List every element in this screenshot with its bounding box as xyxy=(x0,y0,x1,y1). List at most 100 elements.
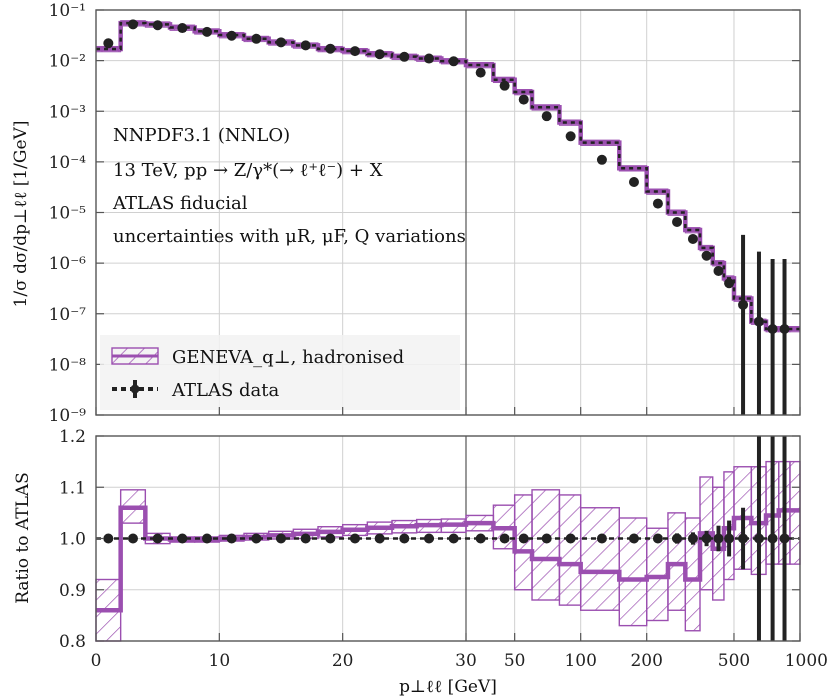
main-atlas-point xyxy=(177,23,188,34)
ratio-atlas-point xyxy=(687,533,698,544)
ratio-atlas-point xyxy=(779,533,790,544)
ratio-band-bin xyxy=(789,460,801,565)
ratio-atlas-point xyxy=(518,533,529,544)
ratio-atlas-points xyxy=(96,436,800,641)
main-atlas-point xyxy=(779,323,790,334)
main-ytick-label: 10⁻⁶ xyxy=(49,254,87,274)
annotation-pdf: NNPDF3.1 (NNLO) xyxy=(113,125,290,146)
main-atlas-point xyxy=(251,33,262,44)
xtick-label: 100 xyxy=(564,651,596,671)
main-atlas-point xyxy=(448,56,459,67)
main-ytick-label: 10⁻⁸ xyxy=(49,355,87,375)
main-ytick-label: 10⁻⁹ xyxy=(49,406,87,426)
main-atlas-point xyxy=(713,265,724,276)
ratio-atlas-point xyxy=(767,533,778,544)
ratio-atlas-point xyxy=(628,533,639,544)
xtick-label: 10 xyxy=(209,651,231,671)
annotation-fiducial: ATLAS fiducial xyxy=(112,193,248,214)
ratio-y-axis-label: Ratio to ATLAS xyxy=(13,472,33,604)
ratio-atlas-point xyxy=(300,533,311,544)
xtick-label: 0 xyxy=(91,651,102,671)
ratio-atlas-point xyxy=(738,533,749,544)
main-atlas-point xyxy=(103,38,114,49)
main-atlas-point xyxy=(152,20,163,31)
main-atlas-point xyxy=(701,250,712,261)
main-atlas-point xyxy=(565,131,576,142)
ratio-panel: 1.2 1.1 1.0 0.9 0.8 0 10 20 30 50 100 200 500 1000 R… xyxy=(13,407,828,697)
main-ytick-label: 10⁻⁴ xyxy=(49,153,87,173)
ratio-atlas-point xyxy=(701,533,712,544)
ratio-band-bin xyxy=(531,489,561,601)
main-y-axis: 10⁻¹ 10⁻² 10⁻³ 10⁻⁴ 10⁻⁵ 10⁻⁶ 10⁻⁷ 10⁻⁸ 10⁻⁹ xyxy=(49,1,800,426)
ratio-band-bin xyxy=(558,494,582,606)
main-atlas-points xyxy=(96,19,800,415)
ratio-atlas-point xyxy=(202,533,212,544)
xtick-label: 500 xyxy=(718,651,750,671)
ratio-atlas-point xyxy=(350,533,360,544)
ratio-atlas-point xyxy=(565,533,576,544)
ratio-ytick-label: 1.0 xyxy=(59,530,86,550)
ratio-atlas-point xyxy=(596,533,607,544)
ratio-band-bin xyxy=(579,507,620,611)
ratio-atlas-point xyxy=(374,533,385,544)
ratio-atlas-point xyxy=(128,533,138,544)
ratio-atlas-point xyxy=(672,533,683,544)
xtick-label: 200 xyxy=(630,651,662,671)
main-atlas-point xyxy=(753,316,764,327)
ratio-atlas-point xyxy=(724,533,735,544)
main-atlas-point xyxy=(687,233,698,244)
main-atlas-point xyxy=(738,299,749,310)
main-panel: 10⁻¹ 10⁻² 10⁻³ 10⁻⁴ 10⁻⁵ 10⁻⁶ 10⁻⁷ 10⁻⁸ 10⁻⁹ NNP… xyxy=(11,1,801,426)
ratio-ytick-label: 1.1 xyxy=(59,478,86,498)
main-ytick-label: 10⁻² xyxy=(49,52,86,72)
main-atlas-point xyxy=(276,37,286,48)
main-ytick-label: 10⁻⁵ xyxy=(49,204,87,224)
main-ytick-label: 10⁻⁷ xyxy=(49,305,87,325)
main-atlas-point xyxy=(518,94,529,105)
xtick-label: 50 xyxy=(504,651,526,671)
main-atlas-dashed-line xyxy=(96,21,800,331)
main-atlas-point xyxy=(424,53,434,64)
xtick-label: 20 xyxy=(332,651,354,671)
main-atlas-point xyxy=(652,198,663,209)
ratio-ytick-label: 0.9 xyxy=(59,581,86,601)
main-ytick-label: 10⁻³ xyxy=(49,102,86,122)
legend-atlas-marker xyxy=(130,384,140,394)
x-axis-label: p⊥ℓℓ [GeV] xyxy=(399,677,497,697)
main-atlas-point xyxy=(202,26,212,37)
ratio-atlas-point xyxy=(713,533,724,544)
main-atlas-point xyxy=(767,323,778,334)
ratio-atlas-point xyxy=(541,533,552,544)
main-atlas-point xyxy=(374,49,385,60)
ratio-atlas-point xyxy=(226,533,237,544)
main-atlas-point xyxy=(350,46,360,57)
ratio-atlas-point xyxy=(424,533,434,544)
main-atlas-point xyxy=(672,216,683,227)
ratio-atlas-point xyxy=(276,533,286,544)
ratio-atlas-point xyxy=(652,533,663,544)
main-ytick-label: 10⁻¹ xyxy=(49,1,86,21)
ratio-atlas-point xyxy=(251,533,262,544)
main-atlas-point xyxy=(541,111,552,122)
main-y-axis-label: 1/σ dσ/dp⊥ℓℓ [1/GeV] xyxy=(11,121,31,308)
ratio-atlas-point xyxy=(499,533,510,544)
legend-box xyxy=(100,335,460,410)
ratio-ytick-label: 1.2 xyxy=(59,427,86,447)
legend-atlas-label: ATLAS data xyxy=(171,380,280,401)
main-atlas-point xyxy=(596,154,607,165)
ratio-atlas-point xyxy=(399,533,410,544)
ratio-atlas-point xyxy=(475,533,486,544)
main-atlas-point xyxy=(628,177,639,188)
xtick-label: 1000 xyxy=(785,651,828,671)
ratio-atlas-point xyxy=(448,533,459,544)
ratio-atlas-point xyxy=(103,533,114,544)
main-atlas-point xyxy=(226,30,237,41)
main-atlas-point xyxy=(325,43,336,54)
main-atlas-point xyxy=(399,51,410,62)
ratio-atlas-point xyxy=(325,533,336,544)
annotation-uncertainties: uncertainties with μR, μF, Q variations xyxy=(113,226,466,247)
ratio-atlas-point xyxy=(753,533,764,544)
main-atlas-point xyxy=(724,278,735,289)
x-axis: 0 10 20 30 50 100 200 500 1000 xyxy=(91,407,828,671)
ratio-atlas-point xyxy=(177,533,188,544)
